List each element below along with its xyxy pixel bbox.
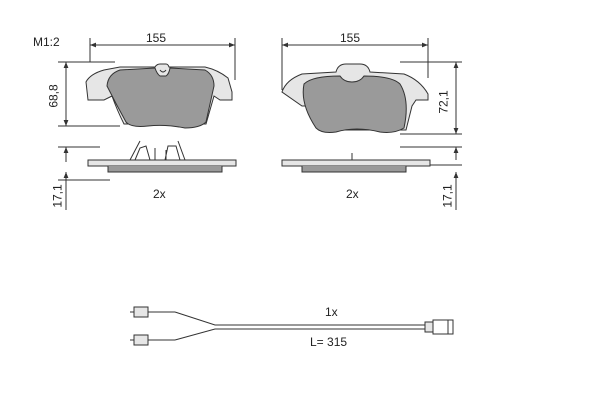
left-width-dimension [89,38,236,80]
right-width-dimension [281,38,429,90]
left-height-dimension [58,61,120,127]
scale-label: M1:2 [33,35,60,49]
left-pad-friction-material [106,67,215,129]
left-quantity-label: 2x [153,187,166,201]
right-quantity-label: 2x [346,187,359,201]
left-thickness-label: 17,1 [50,184,65,208]
wear-sensor-cable [130,306,454,346]
left-width-label: 155 [146,31,167,45]
sensor-quantity-label: 1x [325,305,338,319]
right-width-label: 155 [340,31,361,45]
left-pad-side-view [58,140,237,210]
right-pad-side-view [281,146,462,210]
right-pad-friction-material [302,75,407,133]
sensor-length-label: L= 315 [310,335,348,349]
right-height-label: 72,1 [436,90,451,114]
left-height-label: 68,8 [46,84,61,108]
right-height-dimension [400,61,462,135]
right-thickness-label: 17,1 [440,184,455,208]
